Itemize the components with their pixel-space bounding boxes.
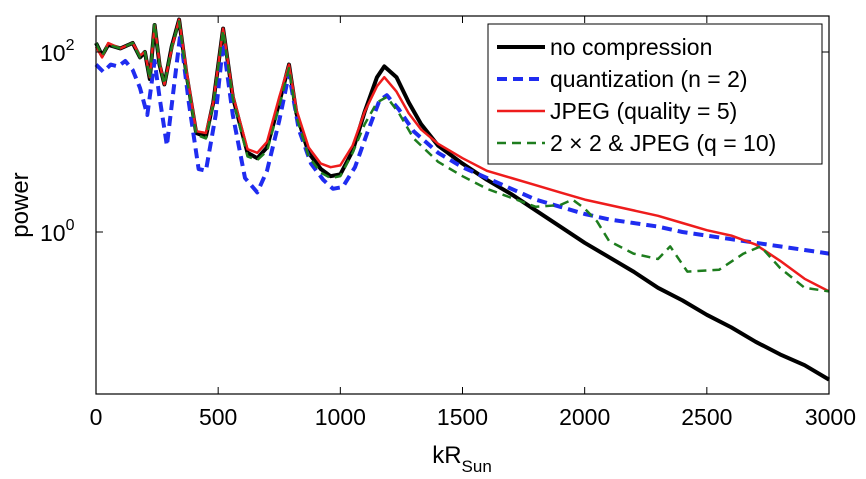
ticks-layer: 0 500 1000 1500 2000 2500 3000 100 102 bbox=[40, 16, 856, 430]
legend-items: no compression quantization (n = 2) JPEG (… bbox=[497, 34, 776, 156]
series-line-4 bbox=[94, 20, 830, 293]
x-tick-label: 1500 bbox=[437, 404, 488, 430]
series-line-2 bbox=[94, 32, 830, 256]
x-axis-label: kRSun bbox=[432, 442, 492, 476]
x-tick-label: 1000 bbox=[315, 404, 366, 430]
x-axis-label-main: kR bbox=[432, 442, 461, 469]
y-tick-label: 102 bbox=[40, 37, 75, 66]
x-tick-label: 3000 bbox=[805, 404, 856, 430]
legend-label-1: no compression bbox=[550, 34, 712, 60]
legend-label-2: quantization (n = 2) bbox=[550, 66, 748, 92]
x-tick-label: 2000 bbox=[559, 404, 610, 430]
y-axis-label-group: power bbox=[7, 172, 34, 237]
x-tick-label: 0 bbox=[90, 404, 103, 430]
y-tick-label: 100 bbox=[40, 217, 75, 246]
legend-label-3: JPEG (quality = 5) bbox=[550, 98, 737, 124]
x-axis-label-sub: Sun bbox=[462, 457, 492, 476]
y-axis-label: power bbox=[7, 172, 34, 237]
legend: no compression quantization (n = 2) JPEG (… bbox=[487, 23, 823, 165]
legend-label-4: 2 × 2 & JPEG (q = 10) bbox=[550, 130, 776, 156]
x-tick-label: 2500 bbox=[681, 404, 732, 430]
series-layer bbox=[94, 17, 831, 382]
x-tick-label: 500 bbox=[199, 404, 237, 430]
